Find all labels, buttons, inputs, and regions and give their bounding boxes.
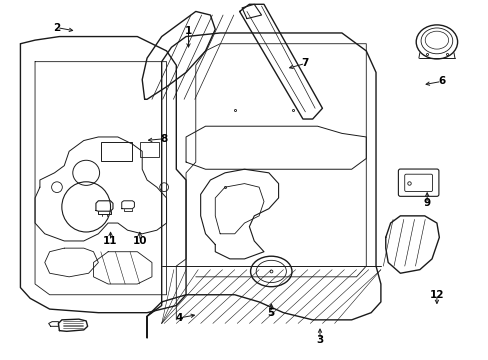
Text: 4: 4 [175,313,182,323]
Text: 10: 10 [132,236,147,246]
Text: 12: 12 [429,290,443,300]
Text: 5: 5 [267,308,274,318]
Bar [140,142,159,157]
Text: 1: 1 [184,26,192,36]
Text: 6: 6 [437,76,445,86]
Text: 2: 2 [53,23,61,33]
Text: 9: 9 [423,198,430,208]
Text: 8: 8 [160,134,167,144]
Text: 3: 3 [316,334,323,345]
Text: 11: 11 [103,236,118,246]
Text: 7: 7 [301,58,308,68]
Bar [101,142,132,161]
